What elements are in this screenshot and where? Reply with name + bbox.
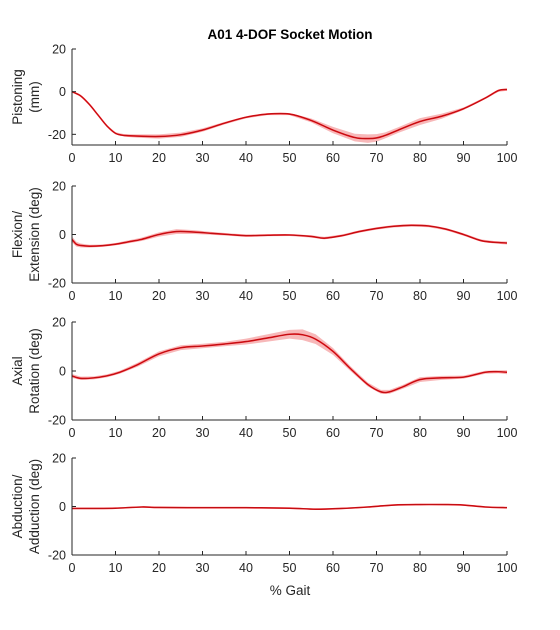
x-tick-label: 10 (109, 426, 123, 440)
figure-title: A01 4-DOF Socket Motion (207, 27, 372, 42)
y-tick-label: -20 (48, 277, 66, 291)
x-tick-label: 40 (239, 289, 253, 303)
x-tick-label: 60 (326, 426, 340, 440)
x-tick-label: 100 (497, 426, 518, 440)
x-tick-label: 90 (457, 151, 471, 165)
mean-line-core (71, 89, 508, 139)
y-tick-label: 20 (52, 43, 66, 57)
y-axis-label: (mm) (27, 81, 42, 112)
x-tick-label: 20 (152, 289, 166, 303)
x-tick-label: 80 (413, 289, 427, 303)
x-tick-label: 60 (326, 151, 340, 165)
x-tick-label: 0 (69, 151, 76, 165)
x-tick-label: 80 (413, 561, 427, 575)
x-tick-label: 80 (413, 426, 427, 440)
x-tick-label: 30 (196, 561, 210, 575)
mean-line-core (71, 504, 508, 510)
x-tick-label: 30 (196, 289, 210, 303)
x-tick-label: 0 (69, 426, 76, 440)
x-tick-label: 40 (239, 151, 253, 165)
mean-line-core (71, 225, 508, 247)
x-tick-label: 70 (370, 151, 384, 165)
y-axis-label: Abduction/ (10, 474, 25, 538)
x-tick-label: 90 (457, 289, 471, 303)
x-tick-label: 100 (497, 151, 518, 165)
y-tick-label: -20 (48, 128, 66, 142)
x-tick-label: 70 (370, 426, 384, 440)
x-tick-label: 40 (239, 561, 253, 575)
x-tick-label: 60 (326, 289, 340, 303)
variability-band (72, 224, 507, 248)
x-tick-label: 30 (196, 151, 210, 165)
x-tick-label: 10 (109, 151, 123, 165)
x-tick-label: 80 (413, 151, 427, 165)
y-axis-label: Rotation (deg) (27, 328, 42, 414)
x-tick-label: 40 (239, 426, 253, 440)
y-tick-label: -20 (48, 549, 66, 563)
x-tick-label: 50 (283, 561, 297, 575)
x-tick-label: 100 (497, 561, 518, 575)
x-tick-label: 20 (152, 151, 166, 165)
mean-line (71, 503, 508, 510)
y-axis-label: Axial (10, 356, 25, 385)
x-tick-label: 50 (283, 289, 297, 303)
subplot-4: 0 10 20 30 40 50 60 70 80 90 100200-20Abduction/Ad… (10, 452, 517, 576)
x-tick-label: 100 (497, 289, 518, 303)
x-tick-label: 10 (109, 561, 123, 575)
x-tick-label: 20 (152, 426, 166, 440)
x-tick-label: 90 (457, 426, 471, 440)
x-tick-label: 70 (370, 561, 384, 575)
y-axis-label: Flexion/ (10, 211, 25, 259)
y-axis-label: Extension (deg) (27, 187, 42, 282)
subplot-2: 0 10 20 30 40 50 60 70 80 90 100200-20Flexion/Exte… (10, 180, 517, 304)
y-tick-label: 20 (52, 316, 66, 330)
y-tick-label: 20 (52, 452, 66, 466)
x-tick-label: 50 (283, 151, 297, 165)
x-tick-label: 60 (326, 561, 340, 575)
y-axis-label: Pistoning (10, 69, 25, 125)
x-tick-label: 0 (69, 289, 76, 303)
y-tick-label: -20 (48, 414, 66, 428)
x-tick-label: 20 (152, 561, 166, 575)
x-tick-label: 30 (196, 426, 210, 440)
y-tick-label: 0 (59, 365, 66, 379)
x-tick-label: 50 (283, 426, 297, 440)
y-axis-label: Adduction (deg) (27, 459, 42, 554)
x-tick-label: 70 (370, 289, 384, 303)
y-tick-label: 0 (59, 85, 66, 99)
mean-line-core (71, 333, 508, 393)
x-axis-label: % Gait (270, 583, 311, 598)
variability-band (72, 329, 507, 394)
y-tick-label: 0 (59, 500, 66, 514)
y-tick-label: 0 (59, 228, 66, 242)
x-tick-label: 0 (69, 561, 76, 575)
y-tick-label: 20 (52, 180, 66, 194)
x-tick-label: 90 (457, 561, 471, 575)
x-tick-label: 10 (109, 289, 123, 303)
